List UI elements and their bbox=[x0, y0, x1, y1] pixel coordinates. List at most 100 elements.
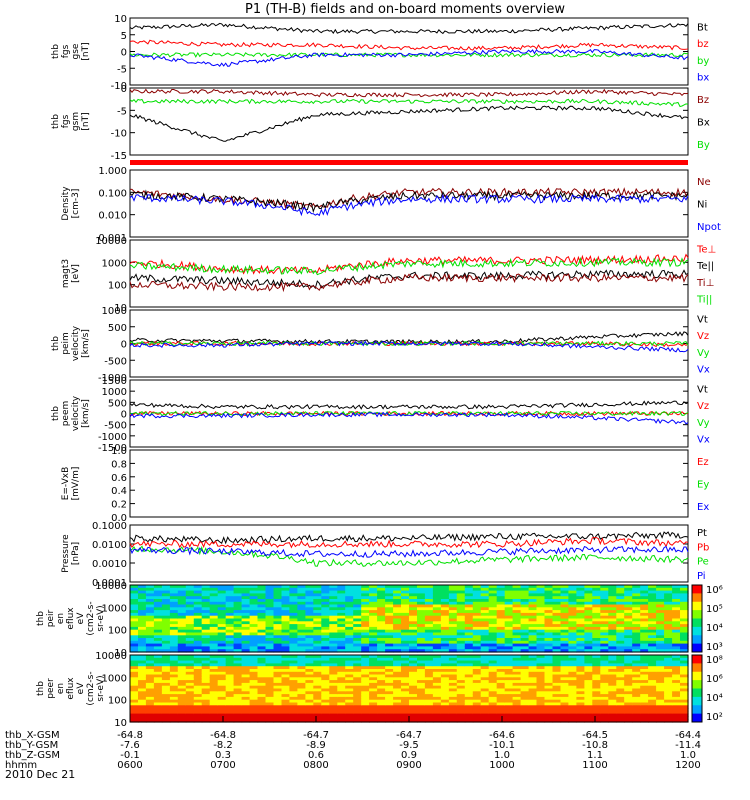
spectrogram-cell bbox=[680, 610, 689, 614]
spectrogram-cell bbox=[512, 719, 522, 723]
spectrogram-cell bbox=[624, 691, 633, 695]
spectrogram-cell bbox=[209, 626, 219, 631]
spectrogram-cell bbox=[297, 640, 306, 645]
spectrogram-cell bbox=[560, 691, 570, 695]
spectrogram-cell bbox=[177, 657, 187, 662]
spectrogram-cell bbox=[353, 626, 362, 631]
spectrogram-cell bbox=[496, 618, 506, 622]
spectrogram-cell bbox=[329, 682, 338, 687]
spectrogram-cell bbox=[337, 694, 346, 698]
spectrogram-cell bbox=[185, 604, 195, 608]
spectrogram-cell bbox=[409, 699, 418, 704]
spectrogram-cell bbox=[520, 618, 530, 622]
spectrogram-cell bbox=[432, 593, 442, 597]
spectrogram-cell bbox=[377, 677, 386, 681]
spectrogram-cell bbox=[560, 618, 570, 622]
series-line-Bz bbox=[129, 88, 689, 98]
spectrogram-cell bbox=[672, 666, 681, 670]
y-tick-label: 0 bbox=[121, 48, 127, 59]
spectrogram-cell bbox=[289, 682, 298, 687]
colorbar-label: 10⁴ bbox=[706, 693, 723, 704]
spectrogram-cell bbox=[241, 638, 251, 642]
spectrogram-cell bbox=[680, 702, 689, 706]
spectrogram-cell bbox=[464, 657, 474, 662]
spectrogram-cell bbox=[504, 590, 514, 594]
spectrogram-cell bbox=[568, 635, 577, 639]
spectrogram-cell bbox=[440, 713, 450, 717]
spectrogram-cell bbox=[616, 604, 625, 608]
spectrogram-cell bbox=[321, 660, 330, 664]
spectrogram-cell bbox=[552, 601, 562, 606]
spectrogram-cell bbox=[273, 612, 283, 617]
spectrogram-cell bbox=[656, 685, 665, 690]
spectrogram-cell bbox=[424, 716, 434, 720]
spectrogram-cell bbox=[177, 694, 187, 698]
spectrogram-cell bbox=[560, 601, 570, 606]
spectrogram-cell bbox=[560, 612, 570, 617]
spectrogram-cell bbox=[345, 646, 354, 650]
spectrogram-cell bbox=[600, 604, 609, 608]
spectrogram-cell bbox=[640, 666, 649, 670]
spectrogram-cell bbox=[377, 702, 386, 706]
colorbar-band bbox=[692, 671, 702, 681]
spectrogram-cell bbox=[313, 646, 322, 650]
spectrogram-cell bbox=[297, 635, 306, 639]
spectrogram-cell bbox=[520, 716, 530, 720]
spectrogram-cell bbox=[672, 688, 681, 692]
spectrogram-cell bbox=[369, 621, 378, 625]
spectrogram-cell bbox=[345, 649, 354, 653]
spectrogram-cell bbox=[337, 680, 346, 684]
spectrogram-cell bbox=[249, 674, 259, 678]
spectrogram-cell bbox=[177, 677, 187, 681]
spectrogram-cell bbox=[138, 710, 147, 715]
spectrogram-cell bbox=[281, 596, 291, 600]
spectrogram-cell bbox=[656, 677, 665, 681]
x-tick-value: -9.5 bbox=[399, 740, 419, 751]
spectrogram-cell bbox=[281, 615, 291, 620]
spectrogram-cell bbox=[544, 635, 554, 639]
spectrogram-cell bbox=[464, 708, 474, 712]
y-tick-label: 10 bbox=[114, 648, 127, 659]
spectrogram-cell bbox=[632, 663, 641, 667]
spectrogram-cell bbox=[672, 716, 681, 720]
spectrogram-cell bbox=[337, 660, 346, 664]
spectrogram-cell bbox=[632, 682, 641, 687]
spectrogram-cell bbox=[345, 719, 354, 723]
spectrogram-cell bbox=[130, 593, 139, 597]
spectrogram-cell bbox=[345, 694, 354, 698]
y-label-line: peer bbox=[46, 678, 56, 699]
spectrogram-cell bbox=[488, 587, 498, 592]
spectrogram-cell bbox=[632, 691, 641, 695]
spectrogram-cell bbox=[480, 585, 490, 589]
spectrogram-cell bbox=[640, 677, 649, 681]
spectrogram-cell bbox=[512, 716, 522, 720]
spectrogram-cell bbox=[592, 663, 601, 667]
spectrogram-cell bbox=[241, 716, 251, 720]
spectrogram-cell bbox=[337, 682, 346, 687]
spectrogram-cell bbox=[664, 607, 673, 611]
spectrogram-cell bbox=[648, 702, 657, 706]
spectrogram-cell bbox=[193, 590, 203, 594]
spectrogram-cell bbox=[424, 655, 434, 659]
spectrogram-cell bbox=[369, 612, 378, 617]
spectrogram-cell bbox=[241, 702, 251, 706]
spectrogram-cell bbox=[472, 688, 482, 692]
spectrogram-cell bbox=[640, 626, 649, 631]
spectrogram-cell bbox=[321, 632, 330, 636]
spectrogram-cell bbox=[217, 624, 227, 628]
spectrogram-cell bbox=[369, 677, 378, 681]
spectrogram-cell bbox=[648, 699, 657, 704]
spectrogram-cell bbox=[552, 590, 562, 594]
spectrogram-cell bbox=[544, 604, 554, 608]
spectrogram-cell bbox=[345, 671, 354, 676]
spectrogram-cell bbox=[456, 719, 466, 723]
spectrogram-cell bbox=[265, 599, 275, 603]
spectrogram-cell bbox=[640, 610, 649, 614]
spectrogram-cell bbox=[321, 708, 330, 712]
spectrogram-cell bbox=[536, 680, 546, 684]
spectrogram-cell bbox=[161, 691, 171, 695]
spectrogram-cell bbox=[377, 596, 386, 600]
spectrogram-cell bbox=[321, 713, 330, 717]
spectrogram-cell bbox=[130, 713, 139, 717]
spectrogram-cell bbox=[233, 601, 243, 606]
